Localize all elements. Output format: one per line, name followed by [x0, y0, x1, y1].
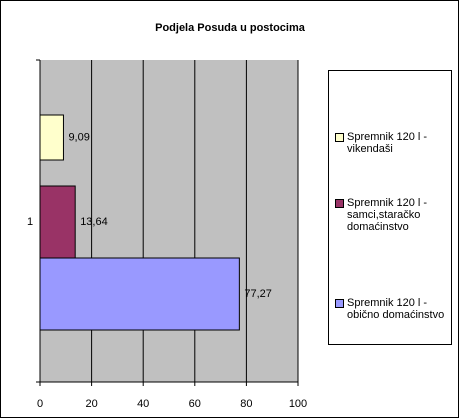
legend-entry: Spremnik 120 l - obično domaćinstvo: [335, 297, 449, 321]
legend-entry: Spremnik 120 l - vikendaši: [335, 131, 449, 155]
legend-label: Spremnik 120 l - samci,staračko domaćins…: [347, 197, 428, 233]
legend-entry: Spremnik 120 l - samci,staračko domaćins…: [335, 197, 449, 233]
x-tick-label: 0: [37, 398, 43, 410]
legend: Spremnik 120 l - vikendaši Spremnik 120 l…: [328, 70, 452, 345]
bar: [39, 257, 240, 331]
bar: [39, 185, 76, 259]
data-label: 13,64: [80, 216, 108, 228]
x-tick-label: 20: [85, 398, 97, 410]
bar: [39, 114, 64, 161]
y-tick-label: 1: [27, 216, 33, 228]
legend-label: Spremnik 120 l - obično domaćinstvo: [347, 297, 445, 321]
chart-title: Podjela Posuda u postocima: [155, 22, 306, 34]
legend-swatch: [335, 199, 344, 208]
x-tick-label: 80: [240, 398, 252, 410]
x-tick-label: 100: [289, 398, 307, 410]
data-label: 9,09: [68, 131, 89, 143]
plot-area: [40, 60, 298, 382]
legend-swatch: [335, 133, 344, 142]
legend-swatch: [335, 299, 344, 308]
data-label: 77,27: [244, 288, 272, 300]
x-tick-label: 60: [189, 398, 201, 410]
x-tick-label: 40: [137, 398, 149, 410]
legend-label: Spremnik 120 l - vikendaši: [347, 131, 428, 155]
